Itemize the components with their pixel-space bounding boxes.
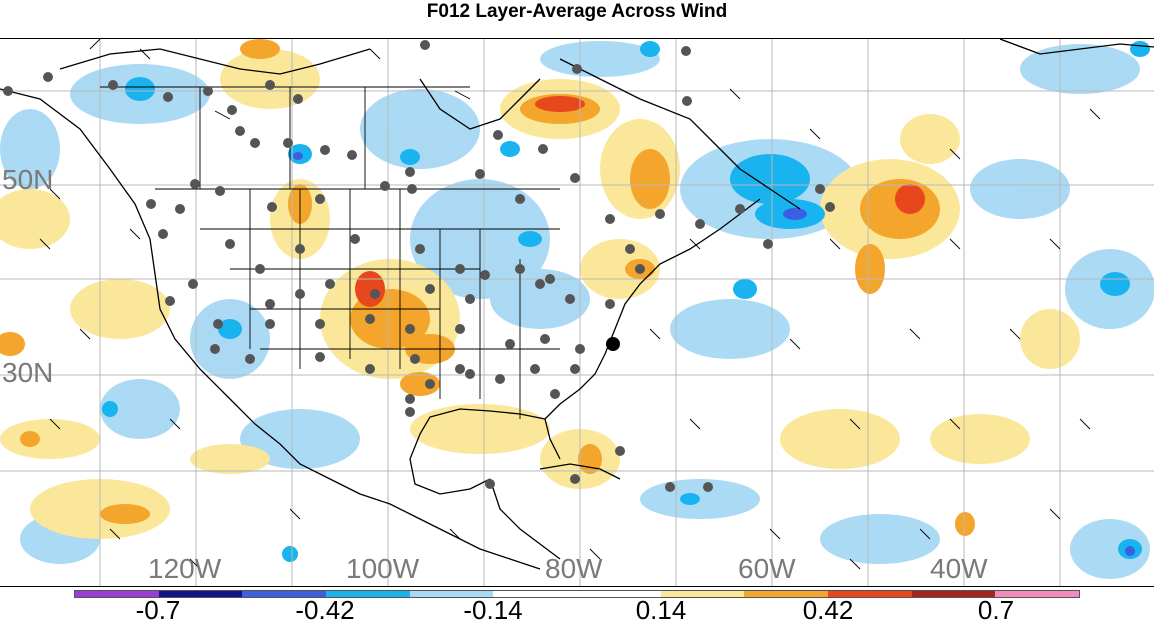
border-layer <box>100 86 560 419</box>
lat-label-50n: 50N <box>2 164 54 195</box>
highlight-station-dot <box>606 337 620 351</box>
lon-label-60w: 60W <box>738 553 796 584</box>
colorbar-segment <box>911 591 996 597</box>
lon-label-80w: 80W <box>545 553 603 584</box>
colorbar <box>74 590 1080 598</box>
colorbar-segment <box>995 591 1080 597</box>
colorbar-segment <box>158 591 243 597</box>
colorbar-segment <box>828 591 912 597</box>
colorbar-segment <box>409 591 494 597</box>
lon-label-120w: 120W <box>148 553 222 584</box>
colorbar-segment <box>75 591 159 597</box>
map-panel <box>0 38 1154 587</box>
wind-barb-layer <box>39 39 1101 570</box>
colorbar-label: 0.14 <box>635 595 687 625</box>
colorbar-label: -0.7 <box>135 595 181 625</box>
colorbar-segment <box>326 591 410 597</box>
lat-label-30n: 30N <box>2 357 54 388</box>
shaded-field-layer <box>0 39 1154 579</box>
colorbar-segment <box>242 591 327 597</box>
lon-label-40w: 40W <box>930 553 988 584</box>
colorbar-segment <box>577 591 661 597</box>
colorbar-label: 0.7 <box>977 595 1015 625</box>
colorbar-segment <box>493 591 578 597</box>
lon-label-100w: 100W <box>346 553 420 584</box>
colorbar-segment <box>660 591 745 597</box>
graticule <box>0 39 1154 586</box>
station-dot-layer <box>3 40 835 492</box>
colorbar-label: 0.42 <box>802 595 854 625</box>
map-canvas <box>0 39 1154 586</box>
colorbar-segment <box>744 591 829 597</box>
map-title: F012 Layer-Average Across Wind <box>426 1 728 22</box>
colorbar-label: -0.42 <box>295 595 355 625</box>
colorbar-label: -0.14 <box>463 595 523 625</box>
